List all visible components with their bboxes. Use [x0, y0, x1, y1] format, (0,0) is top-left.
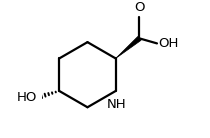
Text: OH: OH — [158, 37, 179, 50]
Text: HO: HO — [16, 91, 37, 104]
Text: O: O — [134, 1, 145, 14]
Text: NH: NH — [107, 98, 127, 111]
Polygon shape — [116, 36, 141, 58]
